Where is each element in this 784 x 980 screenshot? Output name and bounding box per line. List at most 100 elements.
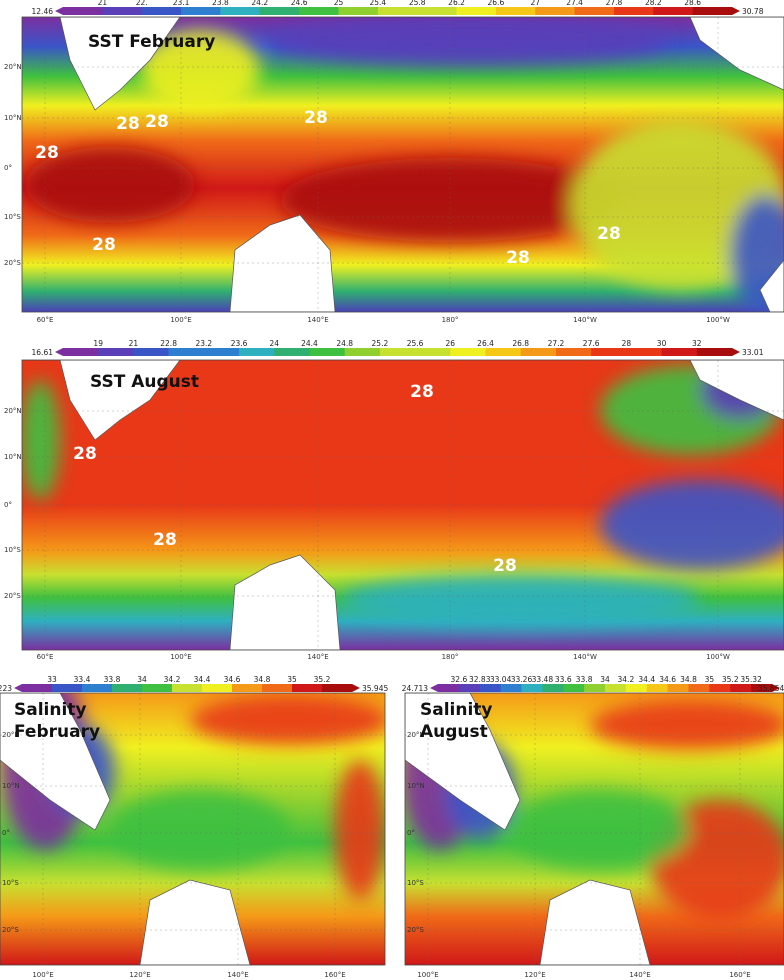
sea-blob [510,790,690,870]
colorbar-arrow [430,684,438,692]
land [229,214,336,312]
colorbar-tick-label: 26.2 [448,0,465,7]
lon-tick-label: 180° [442,653,459,661]
colorbar-segment [485,348,522,356]
colorbar-segment [692,7,733,15]
lon-tick-label: 100°W [706,316,730,324]
colorbar-segment [112,684,143,692]
panel-title: February [14,722,100,742]
sea-blob [25,147,195,223]
land [539,879,651,965]
colorbar-segment [259,7,300,15]
colorbar-tick-label: 33 [47,675,57,684]
sea-blob [340,575,700,625]
colorbar-segment [730,684,752,692]
colorbar-segment [709,684,731,692]
colorbar-max: 35.854 [758,684,784,693]
colorbar-segment [141,7,182,15]
colorbar-segment [563,684,585,692]
colorbar-segment [377,7,418,15]
lon-tick-label: 160°E [729,971,750,979]
colorbar-tick-label: 24.6 [291,0,308,7]
colorbar-segment [203,348,240,356]
colorbar-arrow [772,684,780,692]
colorbar-segment [661,348,698,356]
colorbar-tick-label: 32 [692,339,702,348]
colorbar-tick-label: 34.6 [659,675,676,684]
colorbar-segment [584,684,606,692]
sea-blobs [22,360,784,625]
colorbar-tick-label: 19 [93,339,103,348]
colorbar-tick-label: 21 [98,0,108,7]
colorbar-tick-label: 35.32 [740,675,762,684]
annotation: 28 [92,235,116,255]
colorbar-tick-label: 23.2 [195,339,212,348]
colorbar-segment [168,348,205,356]
land [0,693,111,831]
colorbar-tick-label: 34 [600,675,610,684]
lon-tick-label: 120°E [129,971,150,979]
lon-tick-label: 100°E [170,316,191,324]
annotation: 28 [35,143,59,163]
colorbar-tick-label: 23.6 [231,339,248,348]
lon-tick-label: 140°E [629,971,650,979]
panel-title: Salinity [420,700,493,720]
sea-field [22,360,784,650]
lat-tick-label: 0° [4,501,12,509]
colorbar-segment [458,684,481,692]
colorbar-segment [450,348,487,356]
lat-tick-label: 10°S [4,213,21,221]
sea-blob [590,700,784,750]
map-frame [404,692,784,966]
colorbar-min: 16.61 [32,348,54,357]
colorbar-segment [479,684,502,692]
colorbar-arrow [732,7,740,15]
colorbar-segment [415,348,451,356]
colorbar-segment [626,348,663,356]
sea-blob [600,480,784,570]
colorbar-tick-label: 22. [136,0,148,7]
colorbar-tick-label: 35.2 [722,675,739,684]
lat-tick-label: 10°S [2,879,19,887]
colorbar-tick-label: 32.6 [451,675,468,684]
colorbar-tick-label: 24 [269,339,279,348]
land [689,360,784,421]
colorbar-tick-label: 34.8 [254,675,271,684]
colorbar-tick-label: 23.8 [212,0,229,7]
sea-field [405,693,784,965]
colorbar-segment [299,7,339,15]
lon-tick-label: 140°W [573,653,597,661]
lat-tick-label: 20°S [2,926,19,934]
colorbar-tick-label: 28.2 [645,0,662,7]
panel-title: August [420,722,488,742]
lat-tick-label: 0° [4,164,12,172]
sea-blob [335,760,385,900]
colorbar-min: 12.46 [32,7,54,16]
map-frame [21,16,784,313]
lon-tick-label: 60°E [37,653,54,661]
map-frame [21,359,784,651]
colorbar-segment [667,684,689,692]
map-panel: 60°E 100°E 140°E 180° 140°W 100°W 20°N 10°N 0° 10… [4,0,784,324]
lon-tick-label: 140°E [307,316,328,324]
colorbar-tick-label: 33.48 [532,675,554,684]
colorbar-tick-label: 30 [657,339,667,348]
lat-tick-label: 0° [2,829,10,837]
colorbar-tick-label: 35 [287,675,297,684]
colorbar-segment [63,7,103,15]
annotation: 28 [153,530,177,550]
annotation: 28 [410,382,434,402]
colorbar-segment [688,684,710,692]
lat-tick-label: 10°N [2,782,20,790]
annotation: 28 [304,108,328,128]
colorbar-segment [535,7,576,15]
sea-blob [190,695,385,745]
colorbar-tick-label: 34.2 [164,675,181,684]
colorbar-segment [521,684,543,692]
land [405,693,521,831]
lat-tick-label: 10°S [4,546,21,554]
lat-tick-label: 20°S [4,592,21,600]
sea-field [0,693,385,965]
map-panel: 100°E 120°E 140°E 160°E 20°N 10°N 0° 10°S 20°S 32… [402,675,784,979]
annotation: 28 [145,112,169,132]
